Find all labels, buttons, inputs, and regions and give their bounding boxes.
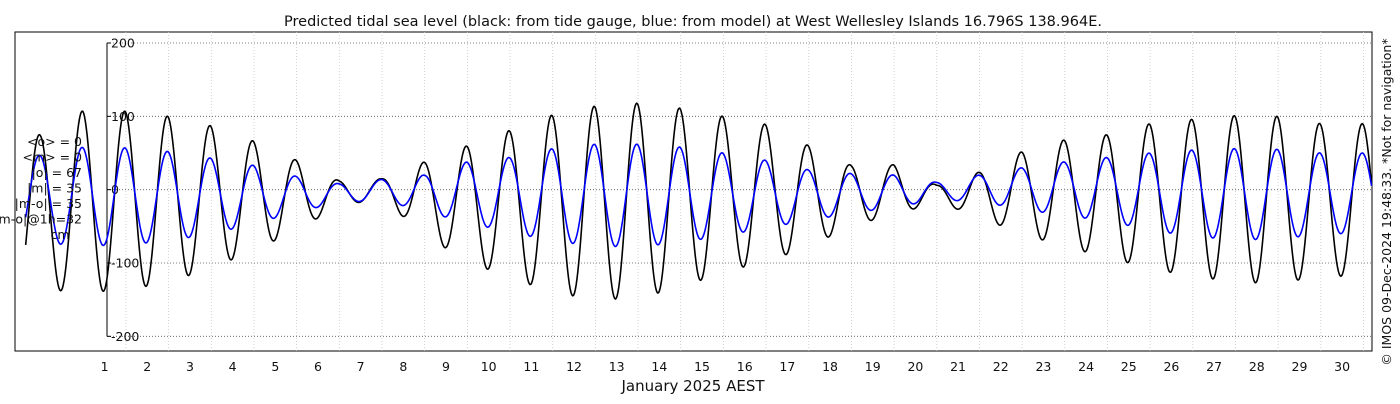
- x-tick-label: 11: [523, 359, 539, 374]
- y-tick-label: -100: [111, 256, 139, 271]
- x-tick-label: 25: [1121, 359, 1137, 374]
- stats-line: <m> = 0: [23, 150, 83, 165]
- x-tick-label: 10: [481, 359, 497, 374]
- x-tick-label: 5: [271, 359, 279, 374]
- y-tick-label: 200: [111, 36, 135, 51]
- x-axis-label: January 2025 AEST: [621, 377, 766, 395]
- chart-title: Predicted tidal sea level (black: from t…: [284, 14, 1102, 30]
- x-tick-label: 24: [1078, 359, 1094, 374]
- x-tick-label: 27: [1206, 359, 1222, 374]
- x-tick-label: 15: [694, 359, 710, 374]
- x-tick-label: 6: [314, 359, 322, 374]
- x-tick-label: 26: [1163, 359, 1179, 374]
- x-tick-label: 28: [1249, 359, 1265, 374]
- x-tick-label: 9: [442, 359, 450, 374]
- x-tick-label: 8: [399, 359, 407, 374]
- copyright-note: © IMOS 09-Dec-2024 19:48:33. *Not for na…: [1379, 38, 1394, 365]
- x-tick-label: 1: [101, 359, 109, 374]
- x-tick-label: 7: [357, 359, 365, 374]
- x-tick-label: 17: [779, 359, 795, 374]
- x-tick-label: 2: [143, 359, 151, 374]
- x-tick-label: 29: [1292, 359, 1308, 374]
- x-tick-label: 22: [993, 359, 1009, 374]
- x-tick-label: 12: [566, 359, 582, 374]
- y-tick-label: -200: [111, 329, 139, 344]
- x-tick-label: 21: [950, 359, 966, 374]
- stats-line: |m| = 35: [27, 181, 82, 196]
- plot-frame: [14, 31, 1373, 352]
- stats-line: |o| = 67: [32, 165, 82, 180]
- stats-line: |m-o| = 35: [15, 196, 82, 211]
- series-layer: [24, 102, 1373, 300]
- x-tick-label: 20: [907, 359, 923, 374]
- stats-line: <o> = 0: [27, 134, 82, 149]
- x-tick-label: 23: [1035, 359, 1051, 374]
- series-line-1: [24, 143, 1373, 248]
- stats-line: |m-o|@1h=32: [0, 212, 82, 227]
- grid-layer: [107, 32, 1372, 351]
- x-tick-label: 4: [229, 359, 237, 374]
- series-line-0: [24, 102, 1373, 300]
- stats-box: <o> = 0<m> = 0|o| = 67|m| = 35|m-o| = 35…: [0, 134, 82, 242]
- stats-line: cm: [50, 227, 69, 242]
- x-tick-label: 16: [737, 359, 753, 374]
- x-tick-label: 19: [865, 359, 881, 374]
- x-tick-label: 30: [1334, 359, 1350, 374]
- x-tick-label: 14: [651, 359, 667, 374]
- x-tick-label: 13: [609, 359, 625, 374]
- x-tick-label: 18: [822, 359, 838, 374]
- x-tick-label: 3: [186, 359, 194, 374]
